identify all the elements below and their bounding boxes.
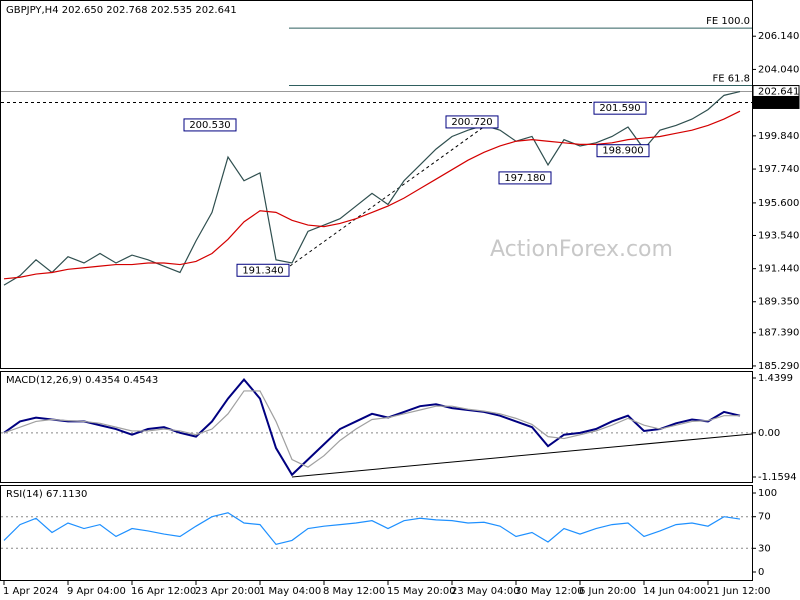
annotation-label: 191.340 (242, 265, 283, 276)
indicator-title: RSI(14) 67.1130 (6, 489, 87, 500)
price-label: 201.950 (758, 97, 799, 108)
annotation-box (596, 144, 650, 158)
y-tick-label: 193.540 (758, 230, 799, 241)
fe-label: FE 100.0 (706, 16, 750, 27)
y-tick-label: 189.350 (758, 297, 799, 308)
macd-pane (0, 371, 753, 483)
annotation-box (593, 101, 647, 115)
series-line (3, 90, 741, 286)
price-pane (0, 0, 753, 369)
series-line (3, 512, 741, 546)
series-line (3, 390, 740, 468)
annotation-label: 201.590 (599, 103, 640, 114)
y-tick-label: 185.290 (758, 361, 799, 372)
price-box (752, 95, 800, 109)
x-tick-label: 15 May 20:00 (387, 586, 456, 597)
rsi-pane (0, 485, 753, 581)
annotation-box (183, 118, 237, 132)
x-tick-label: 21 Jun 12:00 (707, 586, 771, 597)
y-tick-label: 204.040 (758, 64, 799, 75)
y-tick-label: -1.1594 (758, 472, 797, 483)
x-tick-label: 16 Apr 12:00 (131, 586, 196, 597)
x-tick-label: 30 May 12:00 (515, 586, 584, 597)
y-tick-label: 199.840 (758, 131, 799, 142)
series-line (3, 377, 741, 477)
watermark: ActionForex.com (490, 237, 673, 262)
annotation-label: 198.900 (602, 146, 643, 157)
y-tick-label: 206.140 (758, 31, 799, 42)
y-tick-label: 197.740 (758, 164, 799, 175)
indicator-title: MACD(12,26,9) 0.4354 0.4543 (6, 375, 158, 386)
x-tick-label: 14 Jun 04:00 (643, 586, 707, 597)
y-tick-label: 1.4399 (758, 373, 793, 384)
chart-title: GBPJPY,H4 202.650 202.768 202.535 202.64… (6, 5, 237, 16)
annotation-label: 200.530 (189, 120, 230, 131)
x-tick-label: 23 May 04:00 (451, 586, 520, 597)
annotation-box (445, 115, 499, 129)
y-tick-label: 191.440 (758, 264, 799, 275)
series-line (3, 110, 741, 280)
x-tick-label: 1 Apr 2024 (3, 586, 58, 597)
x-tick-label: 23 Apr 20:00 (195, 586, 260, 597)
annotation-box (236, 263, 290, 277)
y-tick-label: 195.600 (758, 198, 799, 209)
x-tick-label: 1 May 04:00 (259, 586, 321, 597)
annotation-label: 200.720 (451, 117, 492, 128)
trend-line (291, 433, 753, 478)
price-label: 202.641 (758, 87, 799, 98)
x-tick-label: 9 Apr 04:00 (67, 586, 126, 597)
fe-label: FE 61.8 (712, 74, 750, 85)
y-tick-label: 100 (758, 488, 777, 499)
y-tick-label: 187.390 (758, 328, 799, 339)
x-tick-label: 8 May 12:00 (323, 586, 385, 597)
y-tick-label: 0.00 (758, 428, 780, 439)
y-tick-label: 30 (758, 543, 771, 554)
y-tick-label: 70 (758, 512, 771, 523)
annotation-label: 197.180 (504, 173, 545, 184)
x-tick-label: 6 Jun 20:00 (579, 586, 636, 597)
annotation-box (498, 171, 552, 185)
y-tick-label: 0 (758, 567, 764, 578)
